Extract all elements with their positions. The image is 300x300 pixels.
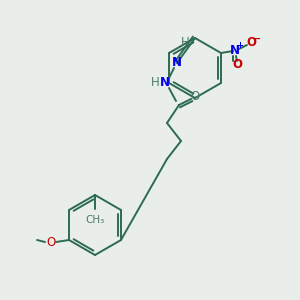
Text: H: H xyxy=(181,35,189,49)
Text: O: O xyxy=(232,58,242,71)
Text: N: N xyxy=(160,76,170,89)
Text: −: − xyxy=(253,34,261,44)
Text: O: O xyxy=(46,236,56,248)
Text: N: N xyxy=(230,44,240,58)
Text: CH₃: CH₃ xyxy=(85,215,105,225)
Text: H: H xyxy=(151,76,159,89)
Text: +: + xyxy=(236,41,244,50)
Text: O: O xyxy=(246,37,256,50)
Text: N: N xyxy=(172,56,182,70)
Text: O: O xyxy=(190,91,200,103)
